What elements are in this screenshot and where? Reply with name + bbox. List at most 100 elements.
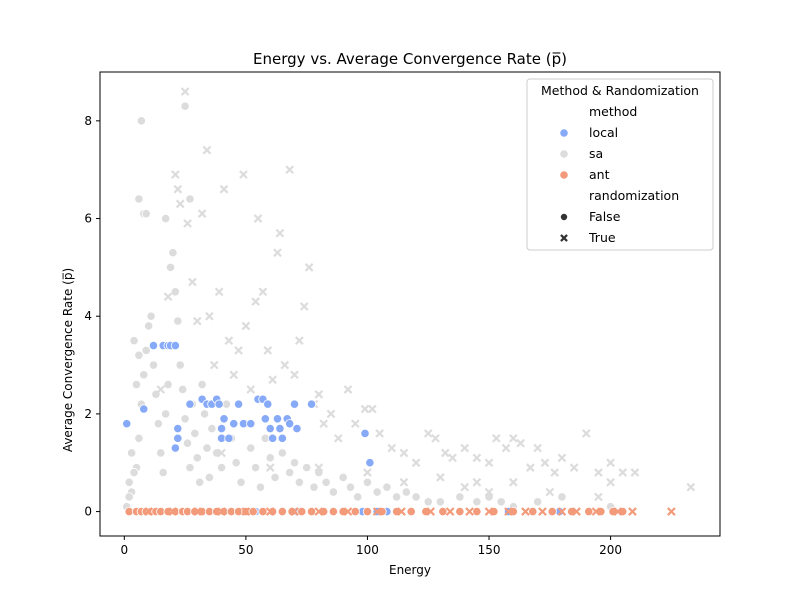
data-point-ant-true	[557, 507, 567, 516]
data-point-ant-false	[297, 506, 307, 517]
data-point-sa-true	[484, 458, 494, 468]
data-point-ant-true	[144, 507, 153, 516]
data-point-sa-false	[270, 472, 280, 482]
data-point-ant-true	[521, 507, 530, 516]
data-point-sa-false	[134, 433, 144, 443]
data-point-sa-true	[440, 448, 450, 458]
data-point-sa-true	[436, 473, 445, 482]
data-point-sa-true	[526, 463, 535, 472]
legend-title: Method & Randomization	[541, 83, 699, 98]
data-point-sa-false	[423, 497, 433, 507]
data-point-local-false	[263, 399, 273, 409]
data-point-ant-false	[362, 506, 373, 517]
data-point-ant-true	[484, 507, 494, 516]
data-point-sa-false	[170, 287, 180, 297]
data-point-sa-false	[392, 492, 402, 502]
data-point-sa-true	[569, 463, 579, 472]
data-point-ant-false	[455, 506, 465, 517]
data-point-ant-true	[538, 507, 547, 516]
data-point-local-false	[148, 340, 159, 351]
data-point-sa-true	[209, 360, 219, 370]
data-point-sa-false	[372, 487, 382, 497]
data-point-sa-true	[333, 433, 343, 443]
data-point-sa-true	[343, 385, 353, 394]
data-point-sa-false	[496, 497, 506, 507]
axes-frame	[99, 71, 721, 537]
data-point-ant-true	[613, 507, 623, 516]
legend-marker-ant	[559, 170, 569, 180]
data-point-ant-true	[572, 507, 581, 516]
data-point-ant-false	[258, 506, 268, 517]
legend-randomization-header: randomization	[589, 188, 679, 203]
data-point-sa-true	[163, 292, 173, 302]
data-point-local-false	[173, 433, 183, 443]
data-point-sa-false	[131, 379, 142, 390]
data-point-ant-false	[472, 506, 482, 517]
data-point-ant-true	[372, 507, 382, 516]
data-point-sa-false	[144, 321, 154, 331]
data-point-sa-true	[411, 458, 421, 468]
data-point-sa-false	[285, 467, 295, 478]
axes: 0 50 100 150 200 0 2 4 6 8	[84, 71, 721, 557]
data-point-sa-false	[139, 370, 149, 380]
data-point-local-false	[219, 414, 229, 424]
data-point-sa-false	[533, 497, 543, 507]
data-point-sa-true	[156, 385, 166, 394]
data-point-sa-true	[630, 468, 640, 477]
x-tick-label: 0	[120, 543, 128, 557]
data-point-sa-false	[124, 492, 134, 502]
data-point-sa-true	[533, 443, 542, 453]
data-point-local-false	[292, 423, 302, 434]
data-point-sa-false	[309, 482, 319, 492]
data-point-sa-true	[197, 209, 207, 218]
data-point-sa-false	[202, 443, 212, 453]
data-point-ant-false	[584, 506, 594, 517]
data-point-sa-false	[411, 492, 421, 502]
data-point-sa-false	[178, 384, 188, 395]
data-point-sa-true	[491, 433, 501, 443]
data-point-local-false	[170, 340, 180, 351]
data-point-sa-true	[686, 482, 696, 492]
data-point-sa-true	[173, 184, 183, 194]
data-point-sa-false	[161, 213, 171, 224]
data-point-sa-false	[338, 472, 348, 482]
legend-marker-false	[560, 212, 569, 221]
data-point-local-false	[289, 399, 300, 409]
x-tick-label: 100	[356, 543, 379, 557]
data-point-sa-true	[484, 487, 494, 497]
data-point-ant-false	[547, 506, 557, 517]
data-point-sa-false	[146, 311, 156, 321]
data-point-sa-true	[516, 438, 525, 448]
data-point-sa-true	[314, 390, 324, 399]
data-point-sa-true	[594, 492, 603, 502]
data-point-ant-true	[265, 507, 275, 516]
data-point-ant-true	[397, 507, 406, 516]
data-point-sa-false	[353, 492, 363, 502]
data-point-sa-true	[224, 336, 234, 345]
data-point-ant-false	[406, 506, 416, 517]
data-point-sa-false	[136, 116, 146, 126]
data-point-sa-true	[265, 463, 275, 472]
chart-title: Energy vs. Average Convergence Rate (p̅)	[253, 50, 567, 68]
x-tick-label: 200	[599, 543, 622, 557]
data-point-sa-true	[314, 463, 324, 472]
data-point-sa-true	[280, 360, 290, 370]
data-point-sa-false	[197, 379, 207, 390]
data-point-sa-false	[204, 472, 215, 482]
data-point-sa-true	[594, 468, 603, 477]
data-point-sa-true	[202, 145, 212, 155]
data-point-sa-true	[508, 433, 518, 443]
data-point-ant-false	[277, 506, 287, 517]
data-point-sa-true	[304, 263, 314, 272]
data-point-ant-false	[306, 506, 317, 517]
data-point-ant-false	[528, 506, 538, 517]
data-point-sa-false	[153, 419, 163, 429]
data-point-sa-true	[234, 346, 243, 355]
data-point-sa-false	[158, 467, 168, 478]
data-point-local-false	[365, 458, 375, 468]
data-point-sa-true	[171, 170, 180, 179]
data-point-sa-false	[557, 492, 567, 502]
data-point-ant-false	[350, 506, 360, 517]
data-point-ant-true	[667, 507, 676, 516]
